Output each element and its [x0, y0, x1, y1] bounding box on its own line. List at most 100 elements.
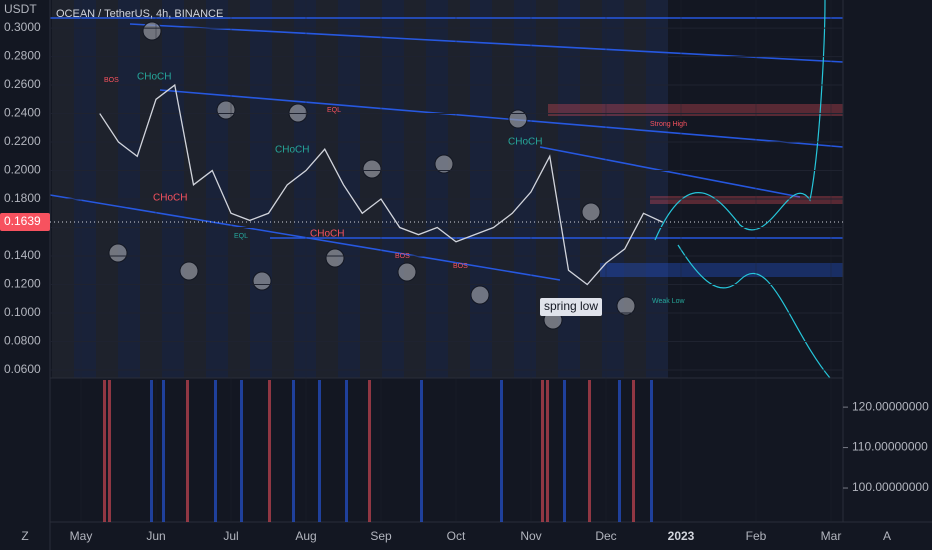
indicator-bar — [345, 380, 348, 522]
stripe — [492, 0, 514, 378]
indicator-bar — [546, 380, 549, 522]
x-tick-label: Sep — [370, 529, 392, 543]
stripe — [514, 0, 536, 378]
marker-circle — [325, 248, 345, 268]
indicator-bar — [618, 380, 621, 522]
y-tick-label: 0.2000 — [4, 163, 41, 177]
stripe — [624, 0, 646, 378]
y-tick-label: 0.1000 — [4, 305, 41, 319]
indicator-bar — [563, 380, 566, 522]
stripe — [228, 0, 250, 378]
stripe — [316, 0, 338, 378]
marker-circle — [508, 109, 528, 129]
marker-circle — [142, 21, 162, 41]
trend-line — [159, 89, 844, 148]
y-tick-label: 0.3000 — [4, 20, 41, 34]
last-price-badge — [0, 212, 50, 231]
indicator-bar — [162, 380, 165, 522]
indicator-bar — [420, 380, 423, 522]
stripe — [448, 0, 470, 378]
marker-circle — [434, 154, 454, 174]
projection — [677, 244, 831, 379]
annotation: EQL — [234, 233, 248, 240]
indicator-bar — [186, 380, 189, 522]
indicator-bar — [150, 380, 153, 522]
y-tick-label: 0.1800 — [4, 191, 41, 205]
marker-circle — [581, 202, 601, 222]
y-tick-label: 0.2200 — [4, 134, 41, 148]
stripe — [404, 0, 426, 378]
indicator-bar — [500, 380, 503, 522]
y2-tick-label: 110.00000000 — [852, 440, 928, 454]
y-tick-label: 0.0800 — [4, 334, 41, 348]
annotation: CHoCH — [508, 137, 542, 148]
x-tick-label: Jun — [146, 529, 165, 543]
markers — [108, 21, 636, 330]
projection — [654, 0, 826, 241]
annotation: CHoCH — [153, 193, 187, 204]
zone — [548, 104, 843, 116]
annotation: EQL — [327, 107, 341, 114]
y2-tick-label: 100.00000000 — [852, 480, 929, 494]
zone — [650, 196, 843, 204]
trend-line — [129, 23, 844, 63]
stripe — [646, 0, 668, 378]
indicator-bar — [103, 380, 106, 522]
annotation: BOS — [104, 77, 119, 84]
zone — [600, 263, 843, 277]
trend-line — [539, 146, 801, 198]
toolbar-button[interactable]: A — [883, 529, 891, 543]
annotation: CHoCH — [137, 72, 171, 83]
stripe — [96, 0, 118, 378]
indicator-bar — [318, 380, 321, 522]
indicator-bar — [632, 380, 635, 522]
annotation: BOS — [395, 253, 410, 260]
marker-circle — [288, 103, 308, 123]
x-tick-label: Nov — [520, 529, 541, 543]
annotation: CHoCH — [310, 229, 344, 240]
stripe — [470, 0, 492, 378]
annotation: Weak Low — [652, 298, 685, 305]
stripe — [52, 0, 74, 378]
marker-circle — [470, 285, 490, 305]
marker-circle — [616, 296, 636, 316]
indicator-bar — [588, 380, 591, 522]
stripe — [272, 0, 294, 378]
indicator-bar — [240, 380, 243, 522]
indicator-bar — [368, 380, 371, 522]
annotation: spring low — [544, 299, 598, 313]
stripe — [360, 0, 382, 378]
indicator-bar — [108, 380, 111, 522]
y-tick-label: 0.2400 — [4, 106, 41, 120]
marker-circle — [108, 243, 128, 263]
stripe — [558, 0, 580, 378]
x-tick-label: Mar — [821, 529, 842, 543]
x-tick-label: Aug — [295, 529, 316, 543]
stripe — [536, 0, 558, 378]
x-tick-label: May — [70, 529, 93, 543]
trend-lines — [49, 17, 844, 281]
session-stripes — [52, 0, 668, 378]
y2-tick-label: 120.00000000 — [852, 399, 929, 413]
stripe — [338, 0, 360, 378]
stripe — [74, 0, 96, 378]
annotation: CHoCH — [275, 145, 309, 156]
annotation-box — [540, 298, 602, 316]
stripe — [294, 0, 316, 378]
price-line — [99, 83, 663, 286]
stripe — [426, 0, 448, 378]
last-price-label: 0.1639 — [4, 214, 41, 228]
x-tick-label: Feb — [746, 529, 767, 543]
indicator-bar — [268, 380, 271, 522]
indicator-bars — [103, 380, 653, 522]
marker-circle — [216, 100, 236, 120]
x-tick-label: Dec — [595, 529, 616, 543]
chart-title: OCEAN / TetherUS, 4h, BINANCE — [56, 8, 223, 20]
toolbar-button[interactable]: Z — [21, 529, 28, 543]
stripe — [162, 0, 184, 378]
y-tick-label: 0.2800 — [4, 49, 41, 63]
stripe — [140, 0, 162, 378]
stripe — [602, 0, 624, 378]
annotation: BOS — [453, 263, 468, 270]
